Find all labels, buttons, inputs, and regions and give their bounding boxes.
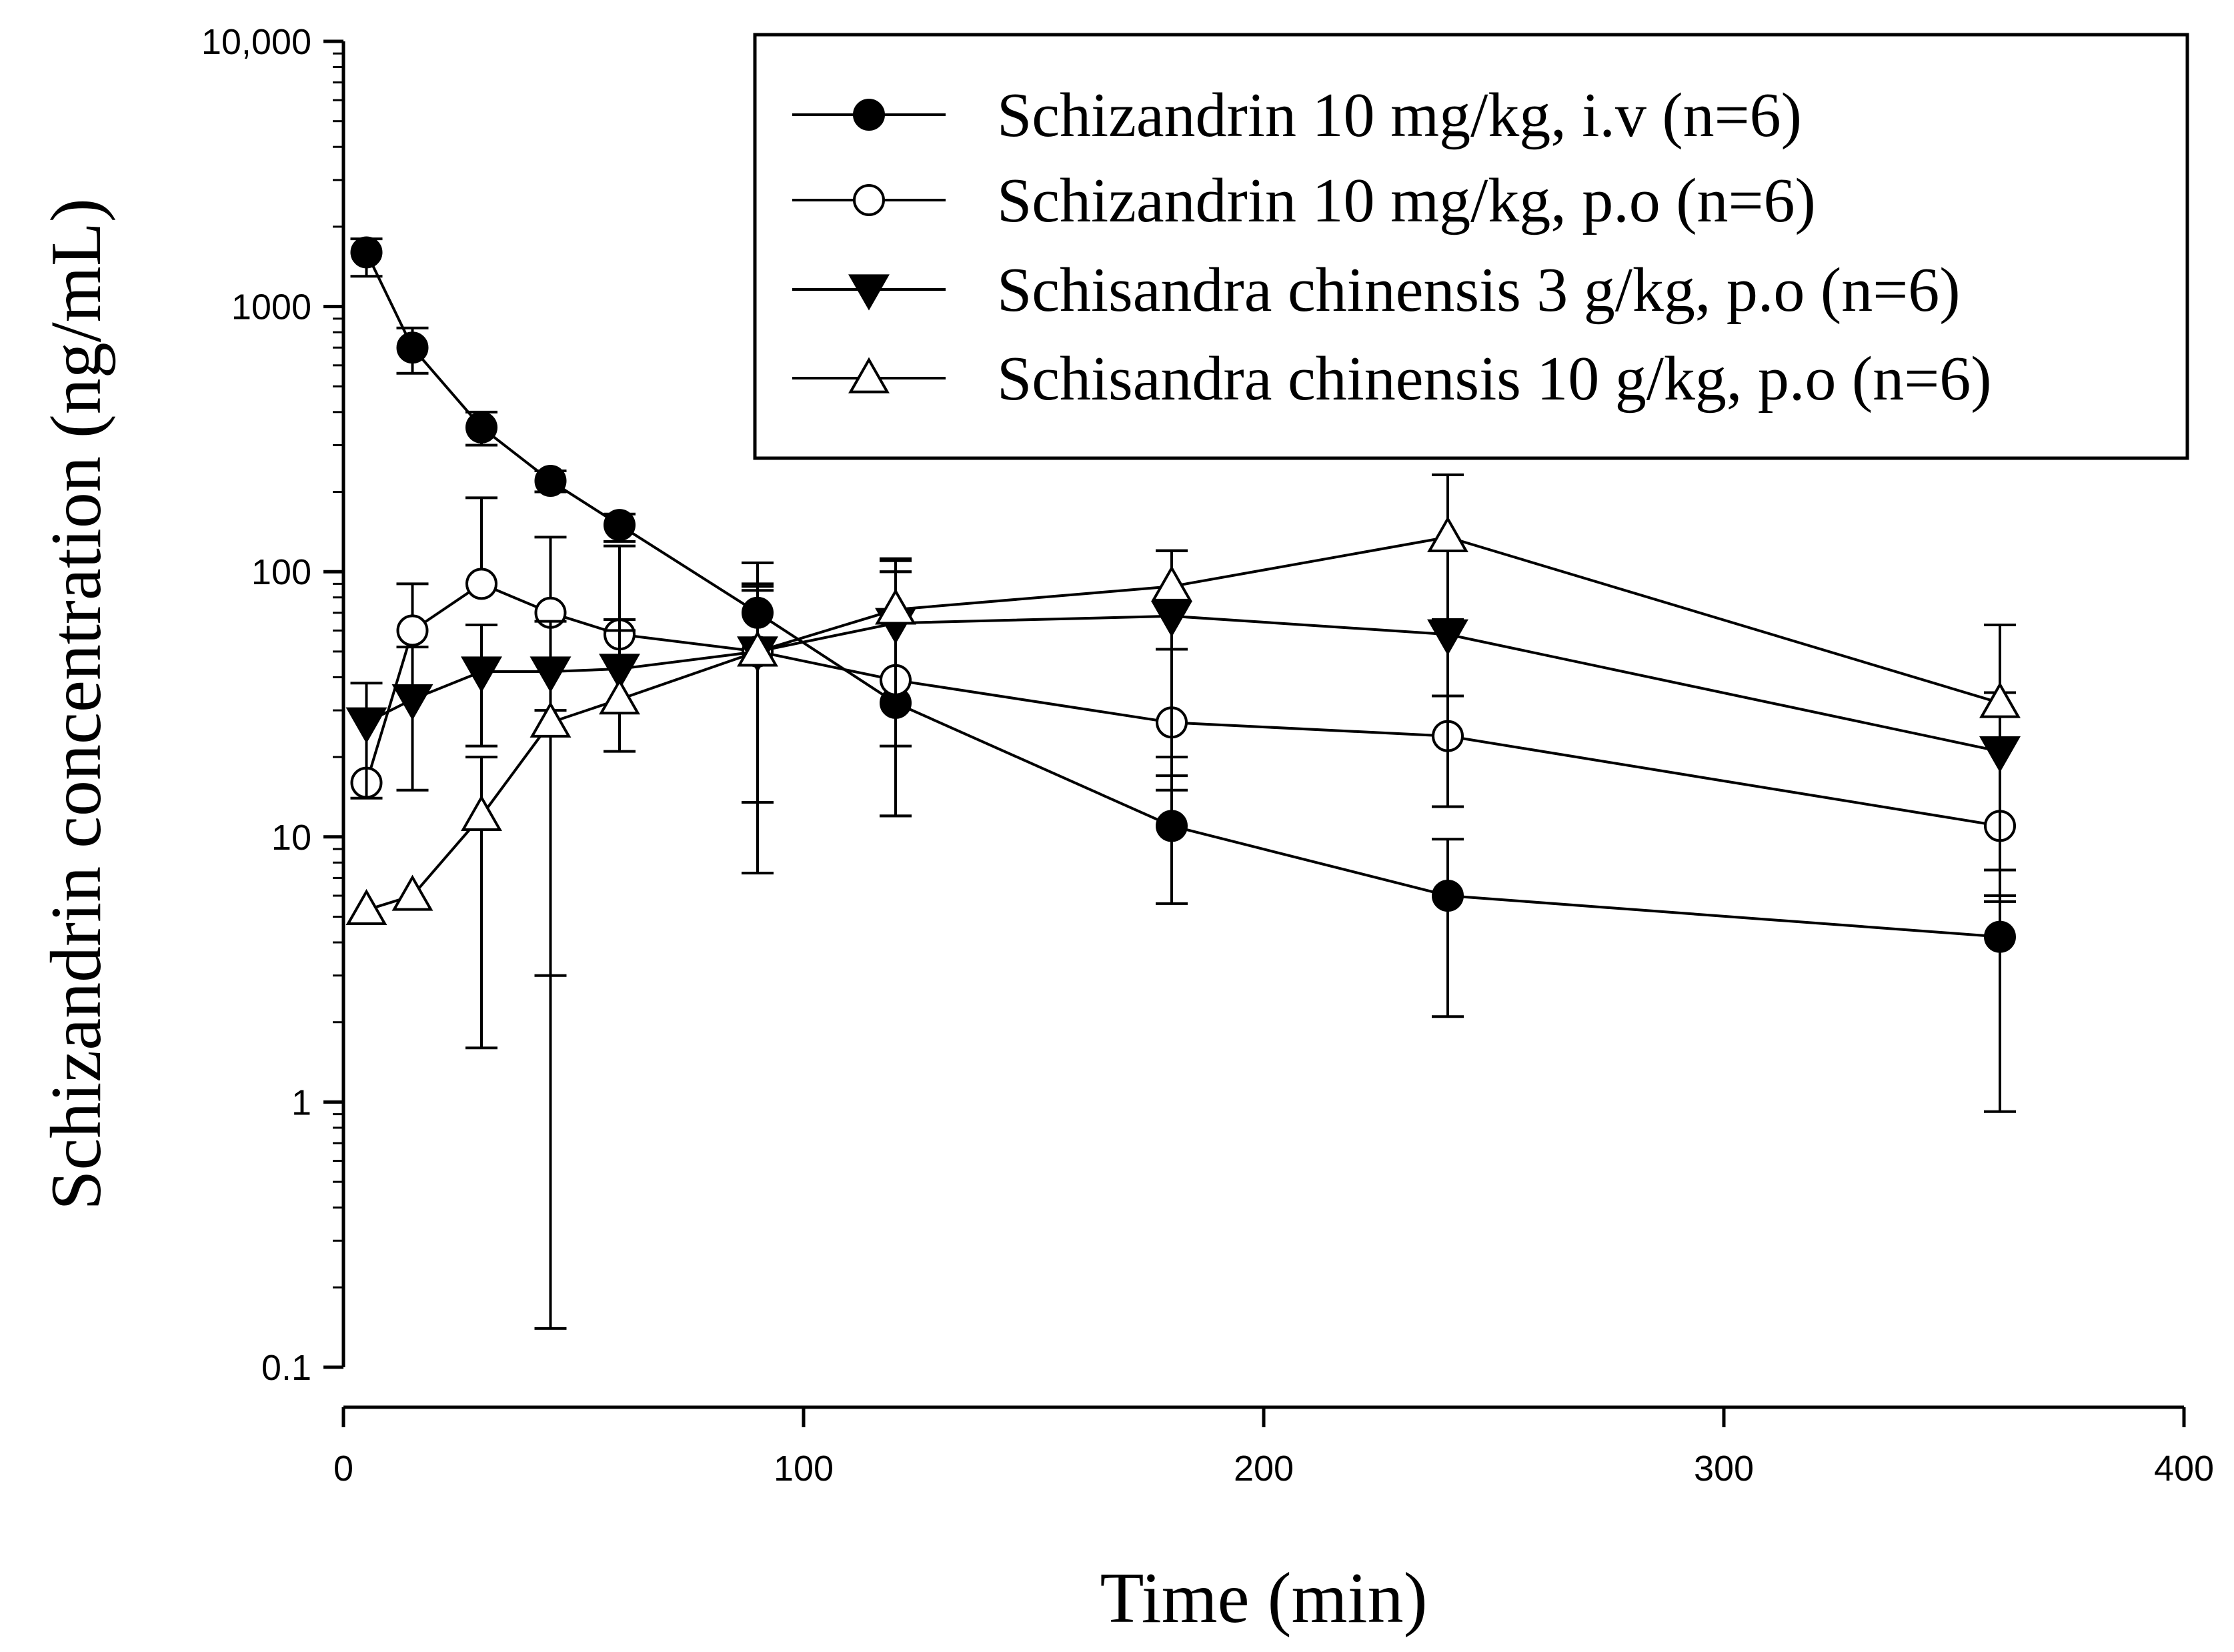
data-point bbox=[529, 656, 572, 693]
x-axis-title: Time (min) bbox=[1100, 1559, 1427, 1638]
data-point bbox=[465, 411, 497, 444]
data-point bbox=[345, 707, 387, 744]
legend-entry: Schisandra chinensis 3 g/kg, p.o (n=6) bbox=[792, 255, 1961, 325]
series-line bbox=[365, 251, 2001, 938]
legend-label: Schizandrin 10 mg/kg, p.o (n=6) bbox=[997, 166, 1816, 235]
x-tick-label: 200 bbox=[1234, 1449, 1294, 1489]
series-layer bbox=[345, 236, 2021, 1330]
legend-label: Schisandra chinensis 3 g/kg, p.o (n=6) bbox=[997, 255, 1961, 325]
legend-marker bbox=[848, 357, 890, 393]
y-tick-label: 0.1 bbox=[261, 1348, 311, 1388]
data-point bbox=[396, 331, 429, 364]
data-point bbox=[599, 678, 640, 715]
data-point bbox=[737, 630, 778, 667]
data-point bbox=[391, 874, 433, 911]
y-tick-label: 100 bbox=[251, 552, 311, 592]
series-1 bbox=[350, 236, 2016, 1113]
legend-marker bbox=[848, 274, 890, 311]
x-tick-label: 300 bbox=[1694, 1449, 1754, 1489]
data-point bbox=[534, 465, 567, 498]
x-tick-label: 400 bbox=[2154, 1449, 2214, 1489]
data-point bbox=[1432, 880, 1464, 912]
legend-label: Schisandra chinensis 10 g/kg, p.o (n=6) bbox=[997, 344, 1992, 414]
data-point bbox=[461, 794, 502, 831]
data-point bbox=[391, 684, 433, 721]
series-3 bbox=[345, 549, 2021, 977]
legend: Schizandrin 10 mg/kg, i.v (n=6) Schizandr… bbox=[753, 33, 2189, 460]
data-point bbox=[1979, 682, 2021, 718]
data-point bbox=[350, 236, 383, 269]
series-line bbox=[365, 582, 2001, 828]
data-point bbox=[396, 614, 429, 647]
series-4 bbox=[345, 473, 2021, 1330]
legend-marker bbox=[853, 99, 885, 131]
data-point bbox=[465, 568, 497, 600]
series-line bbox=[365, 536, 2001, 912]
data-point bbox=[1427, 516, 1468, 553]
y-axis-title: Schizandrin concentration (ng/mL) bbox=[37, 198, 116, 1210]
data-point bbox=[529, 701, 572, 738]
data-point bbox=[604, 509, 636, 542]
y-tick-label: 1 bbox=[291, 1082, 311, 1122]
legend-label: Schizandrin 10 mg/kg, i.v (n=6) bbox=[997, 81, 1802, 150]
legend-entry: Schizandrin 10 mg/kg, i.v (n=6) bbox=[792, 81, 1802, 150]
data-point bbox=[875, 588, 916, 625]
legend-marker bbox=[853, 184, 885, 216]
y-tick-label: 1000 bbox=[231, 287, 311, 327]
legend-box bbox=[753, 33, 2189, 460]
data-point bbox=[461, 656, 502, 693]
legend-entry: Schizandrin 10 mg/kg, p.o (n=6) bbox=[792, 166, 1816, 235]
x-tick-label: 100 bbox=[774, 1449, 834, 1489]
data-point bbox=[345, 888, 387, 926]
legend-entry: Schisandra chinensis 10 g/kg, p.o (n=6) bbox=[792, 344, 1992, 414]
y-tick-label: 10 bbox=[271, 818, 311, 858]
series-line bbox=[365, 614, 2001, 753]
y-tick-label: 10,000 bbox=[201, 22, 311, 62]
data-point bbox=[1151, 565, 1192, 602]
x-tick-label: 0 bbox=[333, 1449, 353, 1489]
data-point bbox=[1156, 810, 1188, 842]
data-point bbox=[1984, 920, 2016, 953]
axes: 0.1 1 10 100 1000 10,000 0 100 200 300 400 bbox=[201, 22, 2214, 1489]
